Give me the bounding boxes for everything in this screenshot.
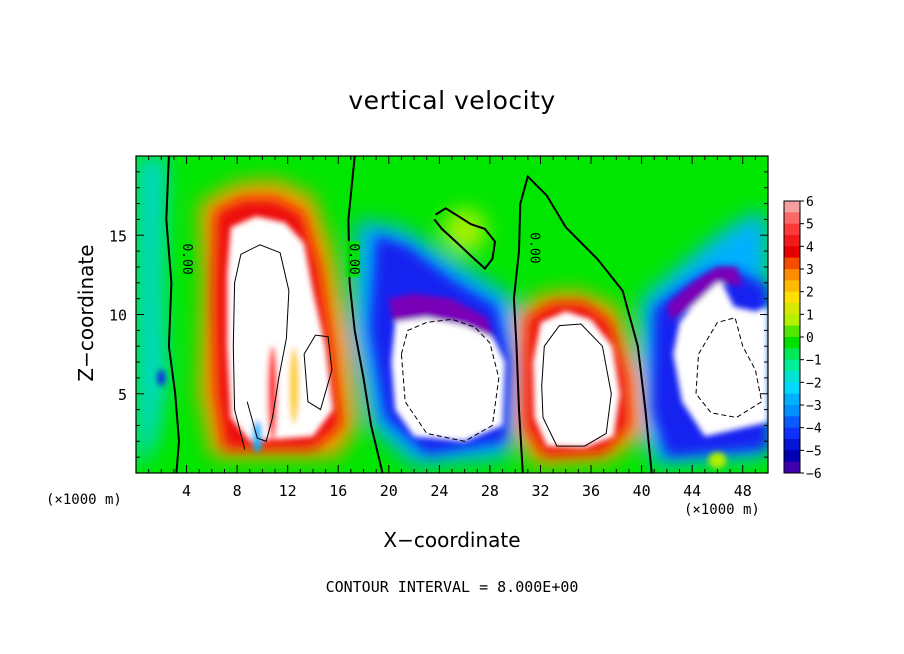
colorbar-band-blend	[784, 439, 800, 451]
contour-label: 0.00	[179, 243, 194, 274]
zero-contour-1	[165, 156, 181, 473]
x-tick-label: 8	[233, 482, 242, 500]
x-axis-label: X−coordinate	[383, 528, 521, 552]
x-tick-label: 44	[683, 482, 701, 500]
y-tick-label: 5	[118, 386, 127, 404]
x-tick-label: 36	[582, 482, 600, 500]
colorbar-band-blend	[784, 371, 800, 383]
colorbar-band-blend	[784, 393, 800, 406]
colorbar-band-blend	[784, 235, 800, 247]
upper-positive-band	[442, 208, 487, 253]
x-tick-label: 4	[182, 482, 191, 500]
colorbar-tick-label: −6	[806, 467, 822, 482]
downdraft-west-core	[391, 306, 506, 442]
updraft-small-contour	[303, 334, 333, 411]
colorbar-band-blend	[784, 257, 800, 270]
updraft-filament-1	[267, 345, 278, 442]
colorbar-band-blend	[784, 212, 800, 225]
downdraft-west-edge	[388, 293, 494, 339]
x-tick-label: 32	[531, 482, 549, 500]
x-tick-label: 16	[329, 482, 347, 500]
colorbar-tick-label: −3	[806, 399, 822, 414]
y-tick-label: 15	[109, 227, 127, 245]
contour-label-bg	[345, 241, 360, 278]
colorbar-tick-label: 6	[806, 195, 814, 210]
contour-label: 0.00	[346, 243, 361, 274]
colorbar-band-blend	[784, 416, 800, 429]
x-tick-label: 24	[430, 482, 448, 500]
colorbar-band-blend	[784, 348, 800, 361]
colorbar-tick-label: −2	[806, 376, 822, 391]
zero-contours: 0.00 0.00 0.00	[165, 156, 763, 473]
chart-title: vertical velocity	[348, 86, 556, 115]
colorbar-tick-label: 3	[806, 263, 814, 278]
east-surface-cell	[708, 452, 727, 469]
x-tick-label: 28	[481, 482, 499, 500]
updraft-east-core	[532, 311, 621, 448]
downdraft-west-inner-contour	[400, 318, 500, 442]
colorbar-band-blend	[784, 280, 800, 293]
colorbar-tick-label: 0	[806, 331, 814, 346]
colorbar-tick-label: −1	[806, 354, 822, 369]
x-tick-label: 48	[734, 482, 752, 500]
contour-label-bg	[178, 241, 193, 278]
colorbar-tick-label: 5	[806, 218, 814, 233]
x-tick-label: 40	[633, 482, 651, 500]
colorbar-band-blend	[784, 325, 800, 338]
updraft-filament-2	[289, 347, 299, 424]
colorbar-tick-label: 4	[806, 240, 814, 255]
y-tick-label: 10	[109, 307, 127, 325]
zero-contour-2	[347, 156, 384, 473]
x-tick-label: 12	[279, 482, 297, 500]
contour-label: 0.00	[527, 232, 542, 263]
x-tick-label: 20	[380, 482, 398, 500]
downdraft-east-inner-contour	[695, 317, 763, 419]
updraft-east-inner-contour	[541, 323, 612, 447]
colorbar-band-blend	[784, 461, 800, 474]
downdraft-east-core	[673, 273, 768, 437]
contour-label-bg	[526, 229, 541, 266]
field-layer-core	[157, 216, 768, 469]
contour-interval-note: CONTOUR INTERVAL = 8.000E+00	[325, 578, 579, 596]
colorbar: 6 5 4 3 2 1 0 −1 −2 −3 −4 −5 −6	[783, 195, 822, 482]
west-small-cell	[157, 369, 166, 386]
x-unit-label-right: (×1000 m)	[684, 502, 760, 518]
velocity-field	[136, 156, 768, 473]
downdraft-east-edge	[666, 266, 743, 321]
colorbar-tick-label: 2	[806, 286, 814, 301]
updraft-west-inner-contour	[232, 244, 290, 450]
colorbar-band-blend	[784, 303, 800, 315]
colorbar-tick-label: 1	[806, 308, 814, 323]
colorbar-tick-label: −5	[806, 444, 822, 459]
zero-contour-closed	[433, 207, 497, 270]
x-unit-label-left: (×1000 m)	[46, 492, 122, 508]
zero-contour-3	[512, 174, 653, 473]
colorbar-tick-label: −4	[806, 422, 822, 437]
